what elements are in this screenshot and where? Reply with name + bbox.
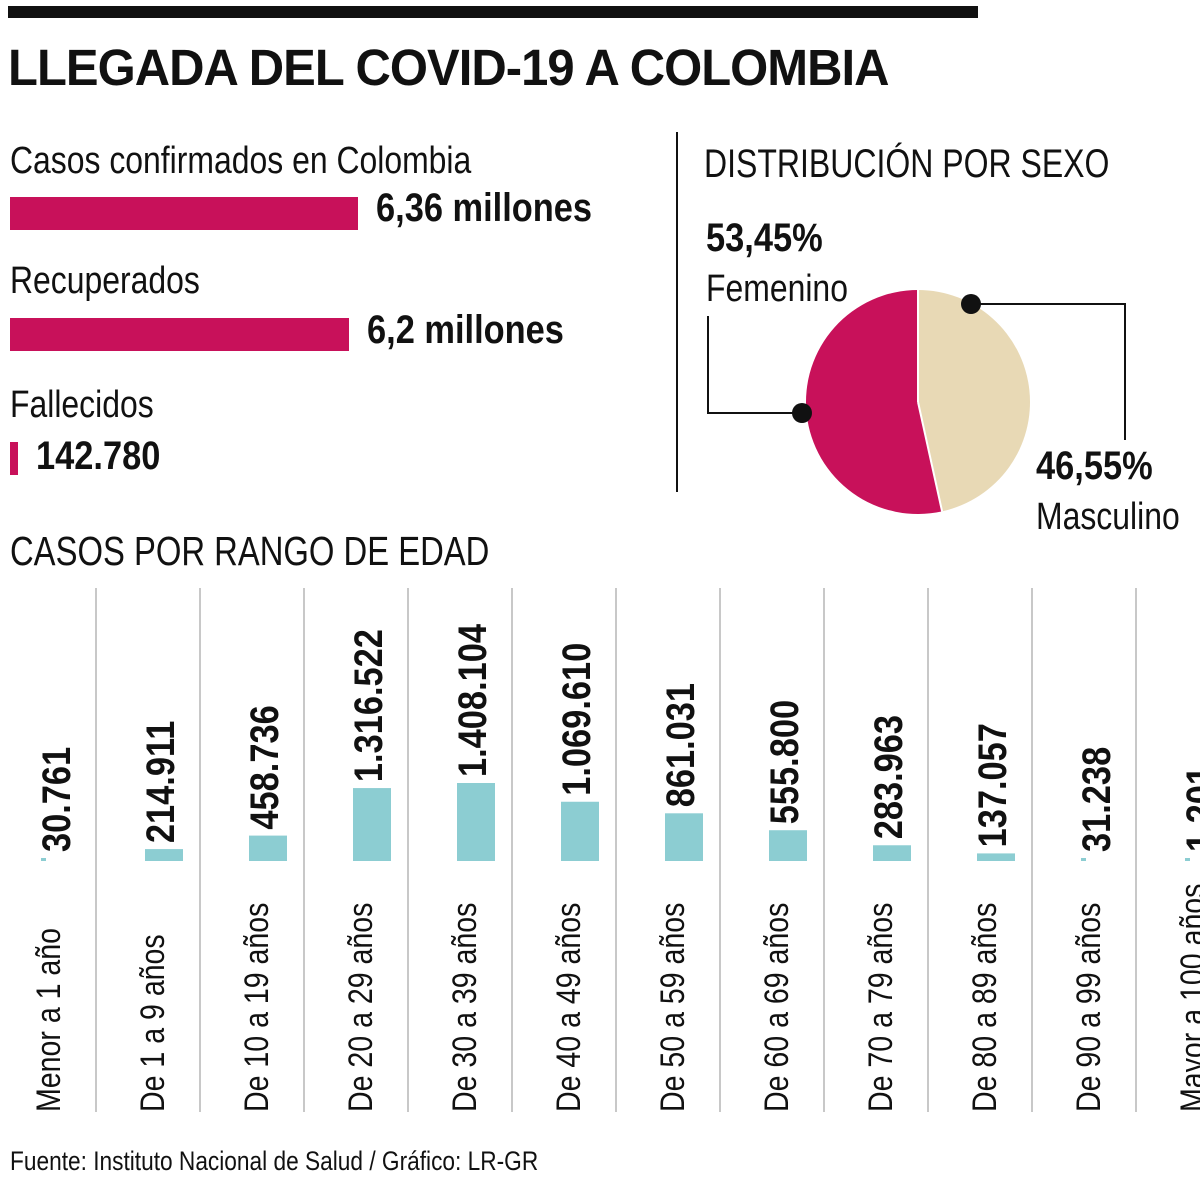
stat-bar-recovered	[10, 318, 350, 351]
age-bar	[1185, 858, 1190, 861]
sex-distribution-pie	[707, 290, 1126, 514]
age-bar-value-label: 30.761	[34, 747, 79, 852]
age-bar-value-label: 31.238	[1074, 747, 1119, 852]
age-bar	[873, 845, 911, 861]
age-bar-value-label: 1.069.610	[554, 643, 599, 796]
pie-pct-femenino: 53,45%	[706, 216, 823, 260]
age-category-label: De 40 a 49 años	[550, 903, 588, 1112]
age-category-label: Mayor a 100 años	[1174, 884, 1200, 1112]
age-category-label: De 50 a 59 años	[654, 903, 692, 1112]
age-category-label: De 70 a 79 años	[862, 903, 900, 1112]
stat-bar-deaths	[10, 442, 18, 475]
age-bar	[353, 788, 391, 861]
pie-leader-masculino	[971, 303, 1126, 440]
age-bar-value-label: 283.963	[866, 715, 911, 839]
pie-pct-masculino: 46,55%	[1036, 444, 1153, 488]
age-bar-value-label: 458.736	[242, 705, 287, 829]
age-bar	[665, 813, 703, 861]
age-bar-value-label: 1.316.522	[346, 629, 391, 782]
age-bar-value-label: 1.201	[1178, 766, 1200, 852]
pie-dot-masculino	[961, 294, 981, 314]
pie-slice-masculino	[918, 290, 1031, 512]
age-category-label: De 60 a 69 años	[758, 903, 796, 1112]
age-category-label: De 1 a 9 años	[134, 934, 172, 1112]
stat-value-confirmed: 6,36 millones	[376, 186, 593, 230]
pie-label-femenino: Femenino	[706, 268, 848, 310]
age-category-label: De 80 a 89 años	[966, 903, 1004, 1112]
page-title: LLEGADA DEL COVID-19 A COLOMBIA	[8, 39, 890, 96]
age-bar-value-label: 1.408.104	[450, 624, 495, 777]
pie-slice-femenino	[806, 290, 943, 514]
source-note: Fuente: Instituto Nacional de Salud / Gr…	[10, 1146, 539, 1176]
stat-label-recovered: Recuperados	[10, 260, 200, 302]
pie-title: DISTRIBUCIÓN POR SEXO	[704, 142, 1110, 186]
age-bar	[561, 801, 599, 861]
pie-separator-bottom	[917, 401, 944, 512]
age-bar	[145, 849, 183, 861]
age-category-label: De 90 a 99 años	[1070, 903, 1108, 1112]
age-bar	[457, 783, 495, 861]
age-category-label: Menor a 1 año	[30, 928, 68, 1112]
section-divider	[676, 132, 678, 492]
top-rule	[8, 6, 978, 18]
age-bar-value-label: 214.911	[138, 721, 183, 843]
age-bar	[249, 835, 287, 861]
age-bar	[977, 853, 1015, 861]
stat-bar-confirmed	[10, 197, 358, 230]
age-chart-title: CASOS POR RANGO DE EDAD	[10, 528, 490, 574]
age-bar-chart: 30.761 Menor a 1 año 214.911 De 1 a 9 años 4…	[30, 588, 1200, 1112]
age-category-label: De 30 a 39 años	[446, 903, 484, 1112]
stat-label-deaths: Fallecidos	[10, 384, 154, 426]
age-bar-value-label: 861.031	[658, 683, 703, 807]
pie-dot-femenino	[792, 403, 812, 423]
age-bar-value-label: 137.057	[970, 723, 1015, 847]
pie-label-masculino: Masculino	[1036, 496, 1180, 538]
stat-value-recovered: 6,2 millones	[367, 308, 565, 352]
pie-leader-femenino	[707, 316, 802, 414]
stat-value-deaths: 142.780	[35, 434, 161, 478]
age-category-label: De 20 a 29 años	[342, 903, 380, 1112]
age-bar	[1081, 858, 1086, 861]
age-category-label: De 10 a 19 años	[238, 903, 276, 1112]
age-bar	[769, 830, 807, 861]
age-bar-value-label: 555.800	[762, 700, 807, 824]
stat-label-confirmed: Casos confirmados en Colombia	[10, 140, 472, 182]
age-bar	[41, 858, 46, 861]
